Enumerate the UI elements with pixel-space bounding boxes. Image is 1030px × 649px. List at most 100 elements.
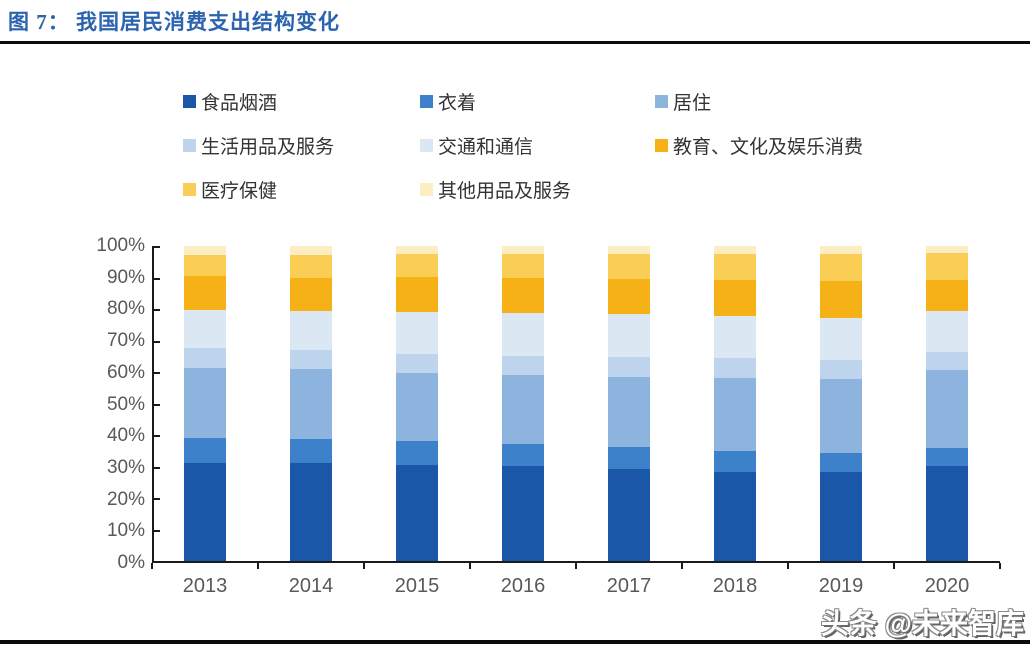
bar-segment <box>608 376 650 448</box>
y-axis-tick-label: 50% <box>106 393 145 415</box>
bar-segment <box>290 254 332 278</box>
x-axis-tick-label: 2017 <box>606 575 652 597</box>
x-axis-tick <box>469 563 471 569</box>
bar-segment <box>926 252 968 281</box>
bar-segment <box>396 464 438 561</box>
bar-segment <box>714 315 756 359</box>
legend-item: 教育、文化及娱乐消费 <box>655 134 923 158</box>
bar-segment <box>608 253 650 279</box>
x-axis-tick <box>151 563 153 569</box>
bar-segment <box>820 378 862 453</box>
stacked-bar-2016 <box>502 246 544 561</box>
bar-segment <box>714 471 756 561</box>
legend-label: 教育、文化及娱乐消费 <box>673 136 864 158</box>
legend-label: 居住 <box>673 92 712 114</box>
y-axis-tick <box>154 340 160 343</box>
stacked-bar-2018 <box>714 246 756 561</box>
bar-segment <box>290 349 332 370</box>
x-axis-tick-label: 2018 <box>712 575 758 597</box>
y-axis-tick-label: 100% <box>96 235 145 256</box>
legend: 食品烟酒 衣着 居住生活用品及服务 交通和通信 教育、文化及娱乐消费医疗保健 其他用品及服… <box>183 90 923 202</box>
stacked-bar-2014 <box>290 246 332 561</box>
bar-segment <box>820 452 862 473</box>
bar-segment <box>608 314 650 358</box>
bar-segment <box>714 451 756 472</box>
y-axis-tick <box>154 435 160 437</box>
y-axis-tick-label: 90% <box>106 266 145 288</box>
y-axis-tick-label: 30% <box>106 456 145 478</box>
legend-item: 生活用品及服务 <box>183 134 420 158</box>
legend-label: 医疗保健 <box>201 180 278 202</box>
legend-swatch-icon <box>183 182 196 196</box>
bar-segment <box>820 472 862 561</box>
bar-segment <box>926 465 968 561</box>
bar-segment <box>502 253 544 278</box>
bar-segment <box>184 462 226 561</box>
bar-segment <box>926 310 968 352</box>
bar-segment <box>714 280 756 316</box>
legend-swatch-icon <box>183 94 196 108</box>
x-axis-tick-label: 2020 <box>924 575 970 597</box>
stacked-bar-2019 <box>820 246 862 561</box>
x-axis-tick-label: 2013 <box>182 575 228 597</box>
bar-segment <box>926 370 968 448</box>
bar-segment <box>502 444 544 467</box>
figure-title: 图 7： 我国居民消费支出结构变化 <box>8 10 340 34</box>
bar-segment <box>820 360 862 379</box>
bar-segment <box>714 358 756 378</box>
bar-segment <box>926 447 968 466</box>
y-axis-tick <box>154 372 160 374</box>
bar-segment <box>396 441 438 465</box>
bar-segment <box>290 463 332 561</box>
y-axis-tick <box>154 277 160 280</box>
title-divider <box>0 41 1030 44</box>
x-axis-tick <box>787 563 789 569</box>
legend-label: 食品烟酒 <box>201 92 278 114</box>
legend-item: 其他用品及服务 <box>420 178 655 202</box>
y-axis-tick-label: 10% <box>106 520 145 542</box>
bar-segment <box>714 246 756 254</box>
legend-swatch-icon <box>655 138 668 152</box>
y-axis-tick <box>154 309 160 311</box>
bar-segment <box>502 375 544 445</box>
legend-item: 交通和通信 <box>420 134 655 158</box>
legend-label: 生活用品及服务 <box>201 136 335 158</box>
legend-item: 食品烟酒 <box>183 90 420 114</box>
x-axis-tick <box>575 563 577 569</box>
legend-item: 衣着 <box>420 90 655 114</box>
y-axis-tick-label: 40% <box>106 425 145 447</box>
bar-segment <box>290 369 332 440</box>
bar-segment <box>820 246 862 254</box>
bar-segment <box>502 246 544 254</box>
bar-segment <box>184 309 226 349</box>
bar-segment <box>820 281 862 319</box>
bar-segment <box>290 311 332 350</box>
bar-segment <box>820 253 862 282</box>
y-axis-tick <box>154 498 160 500</box>
bar-segment <box>396 277 438 312</box>
bar-segment <box>926 246 968 253</box>
bar-segment <box>502 277 544 313</box>
y-axis-tick-label: 60% <box>106 361 145 383</box>
bar-segment <box>714 253 756 281</box>
bar-segment <box>396 353 438 373</box>
x-axis-tick <box>999 563 1001 569</box>
legend-swatch-icon <box>420 138 433 152</box>
bar-segment <box>502 466 544 561</box>
stacked-bar-2017 <box>608 246 650 561</box>
y-axis-tick <box>154 529 160 532</box>
bar-segment <box>502 355 544 376</box>
bar-segment <box>184 367 226 439</box>
bar-segment <box>184 254 226 277</box>
legend-item: 居住 <box>655 90 923 114</box>
bar-segment <box>502 312 544 356</box>
stacked-bar-2020 <box>926 246 968 561</box>
x-axis-tick <box>257 563 259 569</box>
bar-segment <box>396 372 438 442</box>
legend-label: 其他用品及服务 <box>438 180 572 202</box>
bar-segment <box>926 280 968 311</box>
x-axis-tick-label: 2019 <box>818 575 864 597</box>
x-axis-tick-label: 2015 <box>394 575 440 597</box>
bar-segment <box>290 246 332 255</box>
